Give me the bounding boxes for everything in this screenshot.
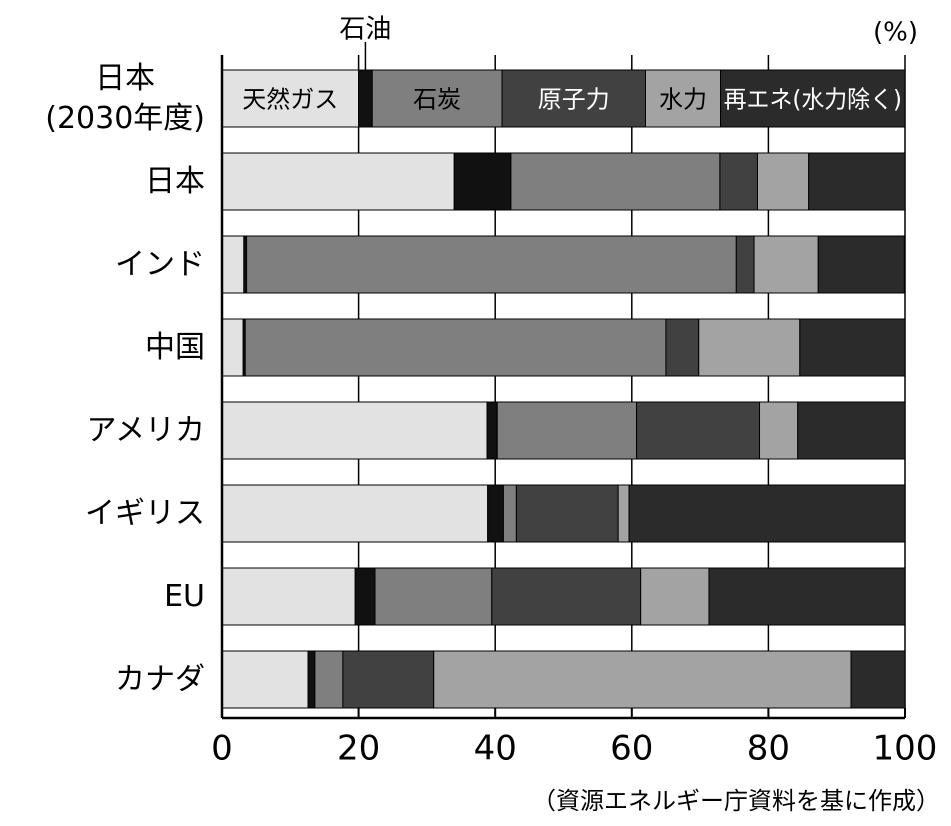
bar-segment <box>342 650 435 709</box>
bar-segment <box>617 484 630 543</box>
bar-segment <box>371 69 503 128</box>
bar-segment <box>221 567 356 626</box>
bar-segment <box>491 567 642 626</box>
category-text: 日本 (2030年度) <box>45 60 205 136</box>
bar-segment <box>221 484 489 543</box>
bar-segment <box>799 318 906 377</box>
category-label: アメリカ <box>0 411 206 451</box>
bar-segment <box>501 69 646 128</box>
legend-label: 天然ガス <box>242 86 338 114</box>
category-text: 日本 <box>145 163 205 199</box>
bar-segment <box>487 484 504 543</box>
category-label: 中国 <box>0 328 205 368</box>
category-text: 中国 <box>145 329 205 365</box>
bar-segment <box>759 401 799 460</box>
bar-segment <box>720 69 906 128</box>
category-label: イギリス <box>0 494 205 534</box>
bar-segment <box>698 318 801 377</box>
x-tick-label: 0 <box>211 729 233 769</box>
bar-segment <box>797 401 906 460</box>
legend-label: 再エネ(水力除く) <box>724 86 902 114</box>
bar-segment <box>244 318 667 377</box>
bar-segment <box>221 650 309 709</box>
x-tick-label: 100 <box>873 729 938 769</box>
bar-segment <box>640 567 710 626</box>
bar-segment <box>221 401 488 460</box>
bar-segment <box>708 567 906 626</box>
category-text: アメリカ <box>86 412 206 448</box>
bar-segment <box>221 152 455 211</box>
legend-label: 石炭 <box>413 86 461 114</box>
category-label: インド <box>0 245 205 285</box>
category-text: カナダ <box>115 661 205 697</box>
bar-segment <box>636 401 761 460</box>
bar-segment <box>628 484 906 543</box>
x-unit-label: (%) <box>873 18 918 48</box>
bar-segment <box>354 567 376 626</box>
bar-segment <box>719 152 758 211</box>
bar-segment <box>358 69 373 128</box>
bar-segment <box>808 152 906 211</box>
legend-label: 石油 <box>339 15 391 45</box>
source-note: （資源エネルギー庁資料を基に作成） <box>532 787 940 815</box>
bar-segment <box>221 318 244 377</box>
legend-label: 水力 <box>659 86 707 114</box>
legend-label: 原子力 <box>538 86 610 114</box>
x-tick-label: 40 <box>474 729 517 769</box>
x-tick-label: 60 <box>610 729 653 769</box>
bar-segment <box>486 401 498 460</box>
x-tick-label: 20 <box>337 729 380 769</box>
category-label: 日本 (2030年度) <box>0 59 205 139</box>
bar-segment <box>515 484 619 543</box>
category-text: イギリス <box>85 495 205 531</box>
bar-segment <box>756 152 810 211</box>
bar-segment <box>453 152 512 211</box>
bar-segment <box>510 152 721 211</box>
bar-segment <box>221 235 245 294</box>
bar-segment <box>314 650 344 709</box>
category-label: 日本 <box>0 162 205 202</box>
bar-segment <box>850 650 906 709</box>
category-label: EU <box>0 577 205 617</box>
category-text: EU <box>164 578 205 614</box>
bar-segment <box>644 69 722 128</box>
bar-segment <box>502 484 517 543</box>
bar-segment <box>735 235 755 294</box>
bar-segment <box>246 235 737 294</box>
x-tick-label: 80 <box>747 729 790 769</box>
bar-segment <box>496 401 638 460</box>
category-label: カナダ <box>0 660 205 700</box>
bar-segment <box>817 235 905 294</box>
bar-segment <box>753 235 819 294</box>
bar-segment <box>307 650 316 709</box>
bar-segment <box>665 318 700 377</box>
category-text: インド <box>115 246 205 282</box>
bar-segment <box>433 650 852 709</box>
bar-segment <box>374 567 493 626</box>
bar-segment <box>221 69 360 128</box>
